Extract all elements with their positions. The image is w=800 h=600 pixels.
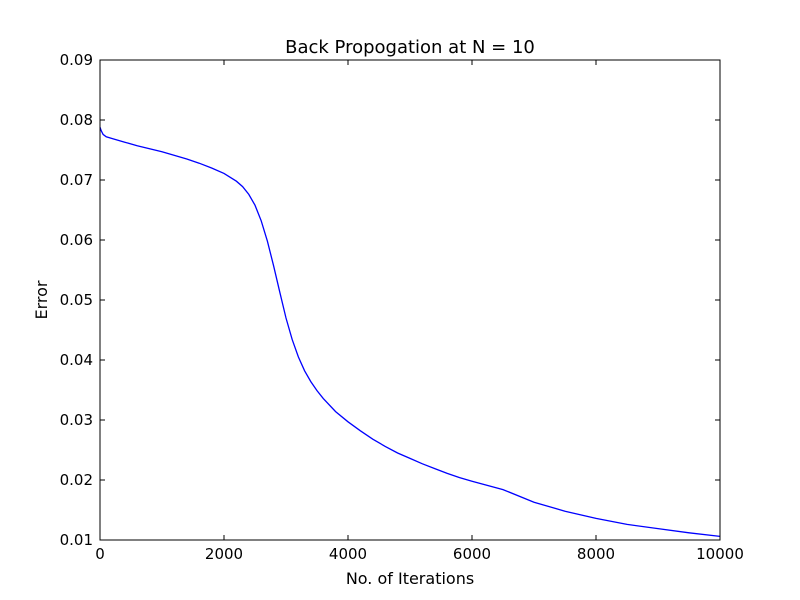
chart-title: Back Propogation at N = 10	[285, 37, 535, 58]
x-tick-label: 0	[95, 545, 105, 563]
y-tick-label: 0.08	[60, 111, 93, 129]
series-line-error	[99, 126, 721, 538]
y-tick-label: 0.05	[60, 291, 93, 309]
y-tick-label: 0.04	[60, 351, 93, 369]
x-tick-label: 2000	[205, 545, 243, 563]
x-tick-label: 10000	[696, 545, 744, 563]
plot-frame	[99, 59, 721, 541]
y-tick-label: 0.07	[60, 171, 93, 189]
x-axis-label: No. of Iterations	[346, 569, 474, 588]
y-tick-label: 0.02	[60, 471, 93, 489]
ticks-layer: 0 2000 4000 6000 8000 10000 0.01 0.02 0.03 0.04 0.…	[60, 51, 744, 563]
y-tick-label: 0.06	[60, 231, 93, 249]
x-tick-label: 8000	[577, 545, 615, 563]
y-axis-label: Error	[32, 280, 51, 319]
y-tick-label: 0.09	[60, 51, 93, 69]
series-layer	[99, 126, 721, 538]
y-tick-label: 0.03	[60, 411, 93, 429]
x-tick-label: 6000	[453, 545, 491, 563]
y-tick-label: 0.01	[60, 531, 93, 549]
x-tick-label: 4000	[329, 545, 367, 563]
